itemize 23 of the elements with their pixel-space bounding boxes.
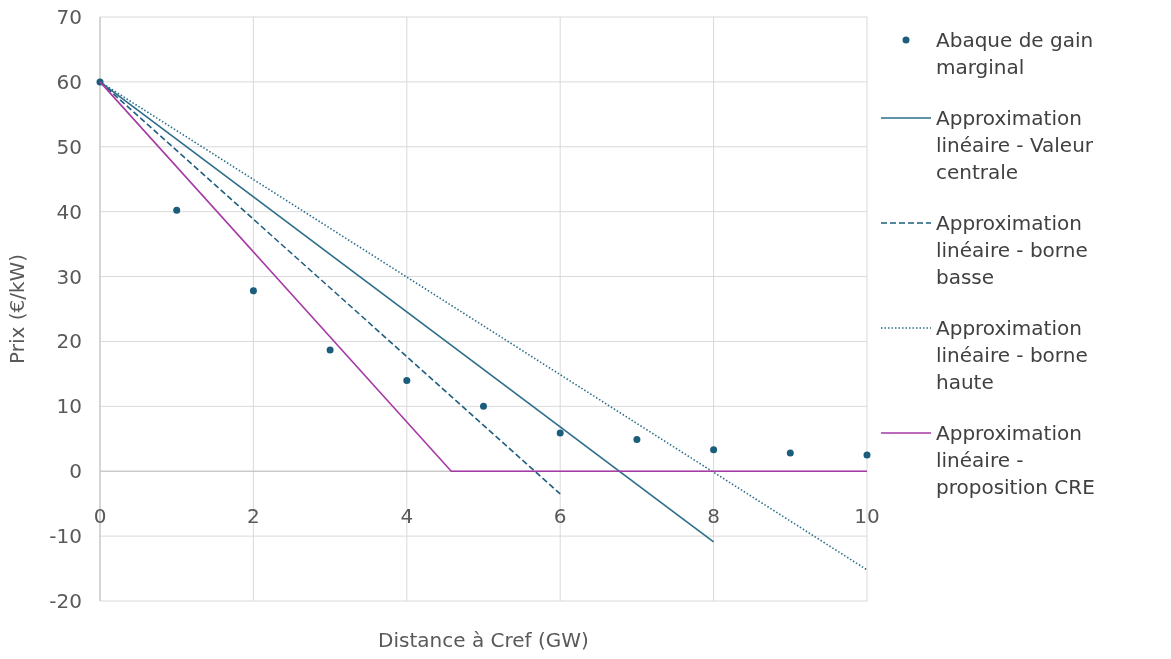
y-tick-label: 50 [56,134,82,159]
y-axis-title: Prix (€/kW) [5,253,29,365]
x-tick-label: 8 [707,504,720,529]
y-tick-label: 20 [56,329,82,354]
x-tick-label: 0 [93,504,107,529]
x-tick-label: 4 [400,504,414,529]
legend-label: Abaque de gain marginal [936,28,1094,79]
legend-label: Approximation linéaire - Valeur centrale [936,106,1094,184]
y-tick-label: 70 [56,5,82,29]
y-tick-label: 30 [56,264,82,289]
x-axis-title: Distance à Cref (GW) [378,628,589,652]
y-tick-label: 0 [69,459,82,484]
y-tick-label: -10 [49,524,82,549]
y-tick-label: 40 [56,199,82,224]
y-tick-label: -20 [49,589,82,613]
legend-label: Approximation linéaire - proposition CRE [936,421,1095,499]
legend-label: Approximation linéaire - borne haute [936,316,1088,394]
x-tick-label: 6 [553,504,567,529]
y-tick-label: 10 [56,394,82,419]
y-tick-label: 60 [56,69,82,94]
x-tick-label: 2 [247,504,260,529]
x-tick-label: 10 [854,504,880,529]
legend-label: Approximation linéaire - borne basse [936,211,1088,289]
